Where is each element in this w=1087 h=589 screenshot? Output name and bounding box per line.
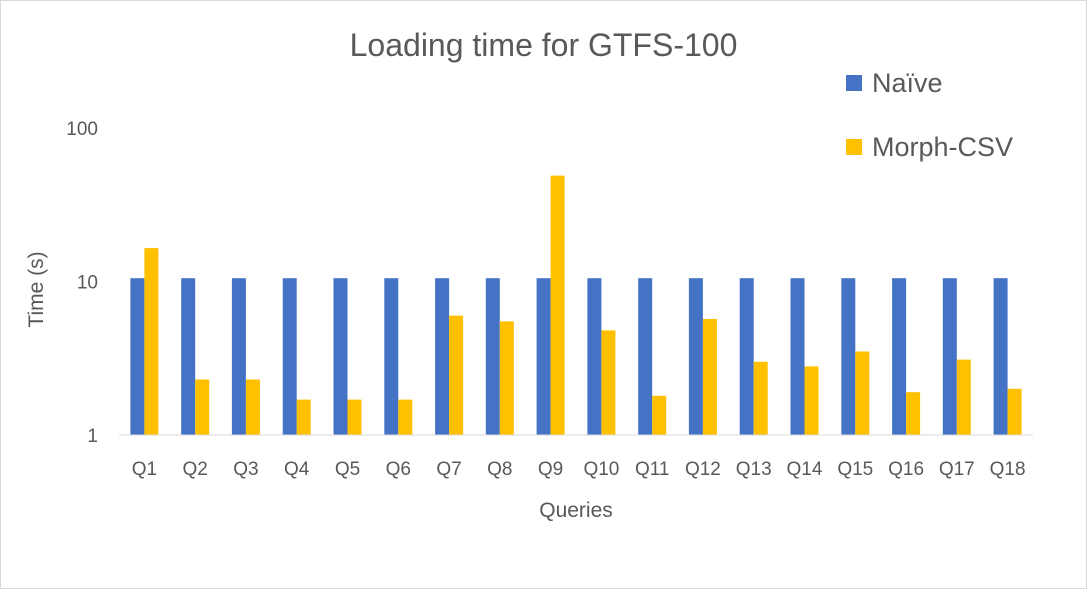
legend-swatch-morph-csv	[846, 139, 862, 155]
bar-naive-q6	[384, 278, 399, 435]
y-tick-label-10: 10	[77, 273, 98, 294]
y-tick-label-100: 100	[66, 119, 98, 140]
x-tick-label-q1: Q1	[132, 459, 157, 480]
bar-morph-csv-q14	[804, 366, 819, 435]
chart-title: Loading time for GTFS-100	[349, 27, 738, 63]
legend-label-morph-csv: Morph-CSV	[872, 131, 1014, 162]
x-tick-label-q5: Q5	[335, 459, 360, 480]
bar-naive-q2	[181, 278, 196, 435]
bar-naive-q4	[282, 278, 297, 435]
bar-naive-q17	[942, 278, 957, 435]
bar-morph-csv-q7	[449, 315, 464, 435]
bar-naive-q14	[790, 278, 805, 435]
x-tick-label-q12: Q12	[685, 459, 721, 480]
bar-naive-q7	[435, 278, 450, 435]
bar-morph-csv-q5	[347, 399, 362, 435]
bar-naive-q5	[333, 278, 348, 435]
x-tick-label-q6: Q6	[386, 459, 411, 480]
x-tick-label-q14: Q14	[787, 459, 823, 480]
x-tick-label-q8: Q8	[487, 459, 512, 480]
x-tick-label-q11: Q11	[635, 459, 670, 480]
x-tick-label-q13: Q13	[736, 459, 772, 480]
bar-morph-csv-q3	[245, 379, 260, 435]
legend-item-naive: Naïve	[846, 65, 1013, 101]
bar-morph-csv-q18	[1007, 388, 1022, 435]
legend: Naïve Morph-CSV	[846, 65, 1013, 193]
x-tick-label-q2: Q2	[183, 459, 208, 480]
y-tick-label-1: 1	[87, 426, 98, 447]
bar-naive-q9	[536, 278, 551, 435]
bar-naive-q3	[231, 278, 246, 435]
bar-naive-q10	[587, 278, 602, 435]
bar-naive-q12	[688, 278, 703, 435]
bar-morph-csv-q1	[144, 248, 159, 435]
bar-morph-csv-q11	[652, 395, 667, 435]
bar-naive-q15	[841, 278, 856, 435]
x-tick-label-q7: Q7	[436, 459, 461, 480]
y-axis-title: Time (s)	[25, 251, 48, 327]
legend-item-morph-csv: Morph-CSV	[846, 129, 1013, 165]
bar-naive-q18	[993, 278, 1008, 435]
bar-naive-q13	[739, 278, 754, 435]
x-tick-label-q17: Q17	[939, 459, 975, 480]
x-axis-title: Queries	[539, 499, 613, 522]
x-tick-label-q16: Q16	[888, 459, 924, 480]
bar-morph-csv-q12	[702, 319, 717, 435]
bar-morph-csv-q8	[499, 321, 514, 435]
legend-swatch-naive	[846, 75, 862, 91]
bar-morph-csv-q15	[855, 351, 870, 435]
x-tick-label-q10: Q10	[583, 459, 619, 480]
bar-morph-csv-q13	[753, 361, 768, 435]
bar-morph-csv-q16	[906, 392, 921, 435]
bar-naive-q8	[485, 278, 500, 435]
x-tick-label-q18: Q18	[990, 459, 1026, 480]
bar-morph-csv-q9	[550, 175, 565, 435]
bar-morph-csv-q10	[601, 330, 616, 435]
bar-morph-csv-q17	[956, 359, 971, 435]
bar-morph-csv-q4	[296, 399, 311, 435]
bar-naive-q11	[638, 278, 653, 435]
x-tick-label-q15: Q15	[837, 459, 873, 480]
x-tick-label-q3: Q3	[233, 459, 258, 480]
bar-naive-q1	[130, 278, 145, 435]
legend-label-naive: Naïve	[872, 67, 943, 98]
x-tick-label-q4: Q4	[284, 459, 310, 480]
x-tick-label-q9: Q9	[538, 459, 563, 480]
bar-morph-csv-q2	[195, 379, 210, 435]
bar-morph-csv-q6	[398, 399, 413, 435]
bar-naive-q16	[892, 278, 907, 435]
